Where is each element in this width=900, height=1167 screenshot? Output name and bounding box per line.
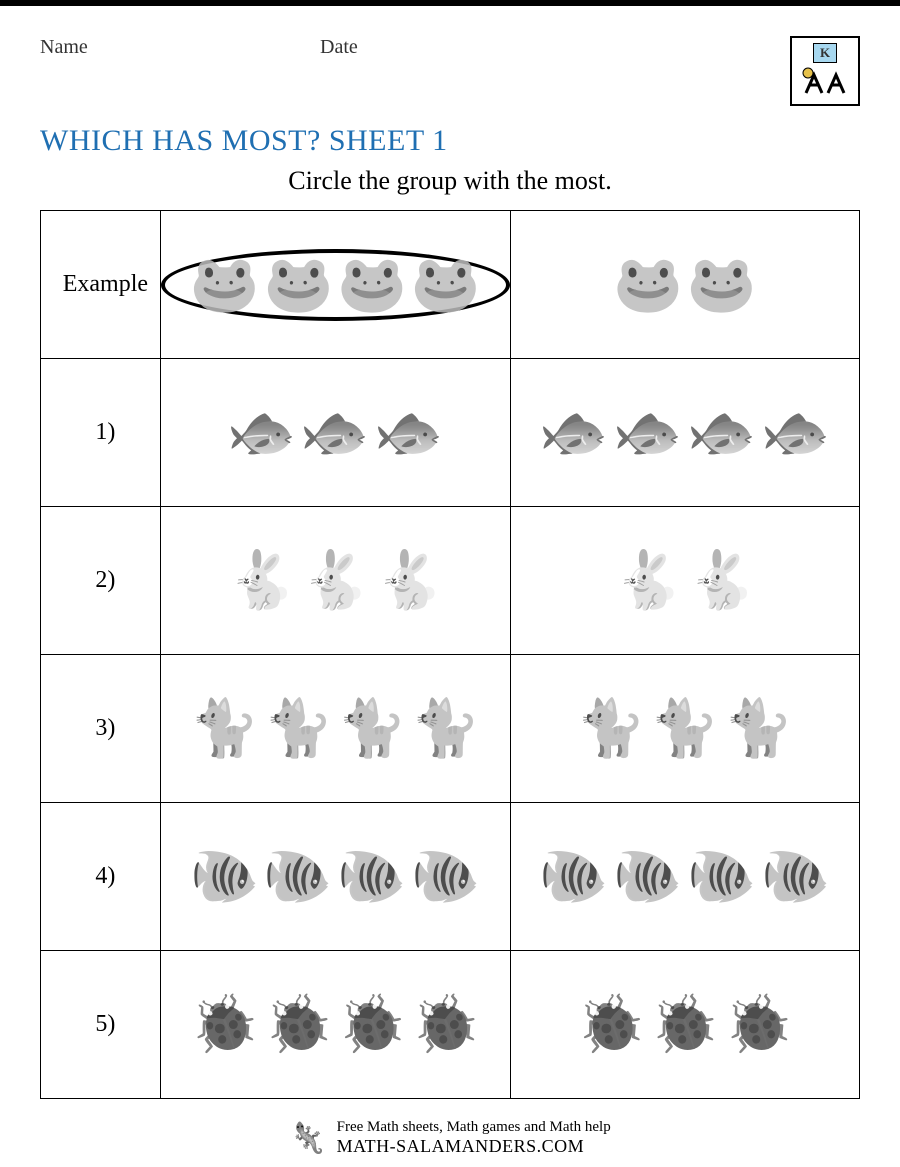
left-group-cell: 🐞🐞🐞🐞 [160,951,510,1099]
clownfish-icon: 🐠 [263,849,333,905]
frog-icon: 🐸 [613,257,683,313]
left-group-cell: 🐠🐠🐠🐠 [160,803,510,951]
right-group-cell: 🐞🐞🐞 [510,951,859,1099]
frog-group: 🐸🐸 [511,257,859,313]
clownfish-icon: 🐠 [613,849,683,905]
clownfish-icon: 🐠 [411,849,481,905]
left-group-cell: 🐟🐟🐟 [160,359,510,507]
fish-icon: 🐟 [613,405,683,461]
fish-group: 🐟🐟🐟🐟 [511,405,859,461]
beetle-group: 🐞🐞🐞🐞 [161,997,510,1053]
row-label: 3) [41,655,161,803]
right-group-cell: 🐇🐇 [510,507,859,655]
rabbit-group: 🐇🐇 [511,553,859,609]
table-row: 1)🐟🐟🐟🐟🐟🐟🐟 [41,359,860,507]
grade-logo: K [790,36,860,106]
row-label: Example [41,211,161,359]
frog-group: 🐸🐸🐸🐸 [161,249,510,321]
left-group-cell: 🐈🐈🐈🐈 [160,655,510,803]
rabbit-icon: 🐇 [687,553,757,609]
row-label: 2) [41,507,161,655]
worksheet-table: Example🐸🐸🐸🐸🐸🐸1)🐟🐟🐟🐟🐟🐟🐟2)🐇🐇🐇🐇🐇3)🐈🐈🐈🐈🐈🐈🐈4)… [40,210,860,1099]
fish-icon: 🐟 [687,405,757,461]
fish-group: 🐟🐟🐟 [161,405,510,461]
salamander-logo-icon [800,65,850,99]
instruction-text: Circle the group with the most. [40,166,860,196]
rabbit-icon: 🐇 [300,553,370,609]
clownfish-icon: 🐠 [337,849,407,905]
footer: 🦎 Free Math sheets, Math games and Math … [40,1119,860,1157]
rabbit-icon: 🐇 [227,553,297,609]
date-label: Date [320,36,790,59]
row-label: 5) [41,951,161,1099]
frog-icon: 🐸 [687,257,757,313]
cat-icon: 🐈 [576,701,646,757]
clownfish-icon: 🐠 [761,849,831,905]
worksheet-title: WHICH HAS MOST? SHEET 1 [40,124,860,158]
beetle-icon: 🐞 [337,997,407,1053]
fish-icon: 🐟 [227,405,297,461]
cat-icon: 🐈 [650,701,720,757]
clownfish-group: 🐠🐠🐠🐠 [161,849,510,905]
beetle-icon: 🐞 [411,997,481,1053]
left-group-cell: 🐸🐸🐸🐸 [160,211,510,359]
frog-icon: 🐸 [263,257,333,313]
beetle-group: 🐞🐞🐞 [511,997,859,1053]
footer-text: Free Math sheets, Math games and Math he… [337,1119,611,1157]
cat-icon: 🐈 [263,701,333,757]
cat-icon: 🐈 [190,701,260,757]
table-row: 4)🐠🐠🐠🐠🐠🐠🐠🐠 [41,803,860,951]
beetle-icon: 🐞 [650,997,720,1053]
frog-icon: 🐸 [337,257,407,313]
frog-icon: 🐸 [411,257,481,313]
worksheet-page: Name Date K WHICH HAS MOST? SHEET 1 Circ… [0,6,900,1167]
cat-group: 🐈🐈🐈 [511,701,859,757]
grade-letter: K [813,43,837,63]
cat-icon: 🐈 [411,701,481,757]
table-row: 5)🐞🐞🐞🐞🐞🐞🐞 [41,951,860,1099]
right-group-cell: 🐠🐠🐠🐠 [510,803,859,951]
right-group-cell: 🐟🐟🐟🐟 [510,359,859,507]
footer-line1: Free Math sheets, Math games and Math he… [337,1119,611,1136]
salamander-icon: 🦎 [289,1121,326,1156]
clownfish-icon: 🐠 [687,849,757,905]
right-group-cell: 🐈🐈🐈 [510,655,859,803]
beetle-icon: 🐞 [576,997,646,1053]
table-row: 2)🐇🐇🐇🐇🐇 [41,507,860,655]
fish-icon: 🐟 [300,405,370,461]
table-row: 3)🐈🐈🐈🐈🐈🐈🐈 [41,655,860,803]
rabbit-group: 🐇🐇🐇 [161,553,510,609]
left-group-cell: 🐇🐇🐇 [160,507,510,655]
row-label: 4) [41,803,161,951]
cat-group: 🐈🐈🐈🐈 [161,701,510,757]
rabbit-icon: 🐇 [613,553,683,609]
fish-icon: 🐟 [539,405,609,461]
fish-icon: 🐟 [374,405,444,461]
cat-icon: 🐈 [337,701,407,757]
row-label: 1) [41,359,161,507]
clownfish-icon: 🐠 [190,849,260,905]
fish-icon: 🐟 [761,405,831,461]
cat-icon: 🐈 [724,701,794,757]
right-group-cell: 🐸🐸 [510,211,859,359]
frog-icon: 🐸 [190,257,260,313]
clownfish-group: 🐠🐠🐠🐠 [511,849,859,905]
name-label: Name [40,36,320,59]
beetle-icon: 🐞 [263,997,333,1053]
header-row: Name Date K [40,36,860,106]
table-row: Example🐸🐸🐸🐸🐸🐸 [41,211,860,359]
clownfish-icon: 🐠 [539,849,609,905]
beetle-icon: 🐞 [190,997,260,1053]
footer-url: MATH-SALAMANDERS.COM [337,1136,611,1157]
beetle-icon: 🐞 [724,997,794,1053]
rabbit-icon: 🐇 [374,553,444,609]
